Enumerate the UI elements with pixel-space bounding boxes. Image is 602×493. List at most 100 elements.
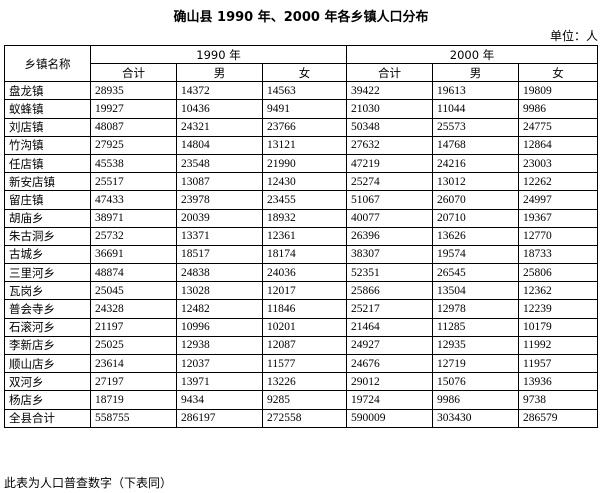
cell-total-1990: 27925 — [90, 135, 177, 155]
cell-male-1990: 18517 — [176, 244, 263, 265]
cell-total-2000: 40077 — [346, 208, 433, 228]
table-row: 李新店乡 25025 12938 12087 24927 12935 11992 — [4, 335, 598, 356]
town-name: 李新店乡 — [4, 335, 91, 356]
table-row: 任店镇 45538 23548 21990 47219 24216 23003 — [4, 153, 598, 174]
cell-total-1990: 23614 — [90, 353, 177, 374]
town-name: 竹沟镇 — [4, 135, 91, 155]
cell-male-1990: 9434 — [176, 390, 263, 410]
cell-male-2000: 20710 — [432, 208, 519, 228]
cell-total-2000: 25274 — [346, 172, 433, 192]
header-row-sub: 合计 男 女 合计 男 女 — [5, 62, 598, 83]
cell-female-1990: 12087 — [262, 335, 347, 356]
footnote: 此表为人口普查数字（下表同） — [4, 476, 173, 490]
cell-male-1990: 14372 — [176, 81, 263, 101]
unit-label: 单位：人 — [549, 29, 598, 43]
table-row: 全县合计 558755 286197 272558 590009 303430 286579 — [4, 408, 598, 428]
cell-male-2000: 9986 — [432, 390, 519, 410]
cell-male-1990: 12482 — [176, 299, 263, 319]
table-row: 瓦岗乡 25045 13028 12017 25866 13504 12362 — [4, 281, 598, 301]
cell-female-1990: 9285 — [262, 390, 347, 410]
cell-total-1990: 45538 — [90, 153, 177, 174]
cell-total-2000: 50348 — [346, 117, 433, 137]
cell-female-1990: 18932 — [262, 208, 347, 228]
town-name: 石滚河乡 — [4, 317, 91, 337]
cell-female-1990: 272558 — [262, 408, 347, 428]
table-row: 新安店镇 25517 13087 12430 25274 13012 12262 — [4, 172, 598, 192]
header-total-1990: 合计 — [90, 62, 177, 83]
cell-male-2000: 12935 — [432, 335, 519, 356]
cell-female-1990: 10201 — [262, 317, 347, 337]
cell-total-2000: 25217 — [346, 299, 433, 319]
cell-male-2000: 13504 — [432, 281, 519, 301]
table-title: 确山县 1990 年、2000 年各乡镇人口分布 — [173, 10, 429, 25]
cell-female-2000: 12262 — [518, 172, 598, 192]
cell-total-1990: 27197 — [90, 372, 177, 392]
header-female-1990: 女 — [262, 62, 347, 83]
table-row: 普会寺乡 24328 12482 11846 25217 12978 12239 — [4, 299, 598, 319]
cell-total-1990: 25732 — [90, 226, 177, 246]
cell-total-2000: 52351 — [346, 263, 433, 283]
cell-female-2000: 12362 — [518, 281, 598, 301]
cell-total-1990: 24328 — [90, 299, 177, 319]
cell-female-1990: 13121 — [262, 135, 347, 155]
cell-female-2000: 18733 — [518, 244, 598, 265]
cell-total-2000: 19724 — [346, 390, 433, 410]
cell-total-2000: 24927 — [346, 335, 433, 356]
cell-female-2000: 19809 — [518, 81, 598, 101]
header-row-years: 乡镇名称 1990 年 2000 年 — [4, 44, 598, 83]
cell-female-2000: 12770 — [518, 226, 598, 246]
town-name: 全县合计 — [4, 408, 91, 428]
cell-male-2000: 11285 — [432, 317, 519, 337]
cell-female-2000: 9986 — [518, 99, 598, 119]
table-row: 竹沟镇 27925 14804 13121 27632 14768 12864 — [4, 135, 598, 155]
cell-total-2000: 26396 — [346, 226, 433, 246]
table-row: 古城乡 36691 18517 18174 38307 19574 18733 — [4, 244, 598, 265]
table-row: 刘店镇 48087 24321 23766 50348 25573 24775 — [4, 117, 598, 137]
cell-female-1990: 21990 — [262, 153, 347, 174]
table-row: 盘龙镇 28935 14372 14563 39422 19613 19809 — [4, 81, 598, 101]
table-row: 留庄镇 47433 23978 23455 51067 26070 24997 — [4, 190, 598, 210]
table-row: 朱古洞乡 25732 13371 12361 26396 13626 12770 — [4, 226, 598, 246]
cell-total-1990: 25025 — [90, 335, 177, 356]
cell-total-1990: 48087 — [90, 117, 177, 137]
cell-female-1990: 11577 — [262, 353, 347, 374]
cell-female-2000: 286579 — [518, 408, 598, 428]
cell-female-1990: 14563 — [262, 81, 347, 101]
town-name: 瓦岗乡 — [4, 281, 91, 301]
header-total-2000: 合计 — [346, 62, 433, 83]
cell-male-2000: 26070 — [432, 190, 519, 210]
cell-male-2000: 303430 — [432, 408, 519, 428]
table-row: 杨店乡 18719 9434 9285 19724 9986 9738 — [4, 390, 598, 410]
town-name: 新安店镇 — [4, 172, 91, 192]
cell-male-1990: 23978 — [176, 190, 263, 210]
cell-total-1990: 25517 — [90, 172, 177, 192]
cell-female-1990: 11846 — [262, 299, 347, 319]
header-male-1990: 男 — [176, 62, 263, 83]
cell-male-1990: 10996 — [176, 317, 263, 337]
cell-total-2000: 25866 — [346, 281, 433, 301]
table-row: 双河乡 27197 13971 13226 29012 15076 13936 — [4, 372, 598, 392]
table-row: 三里河乡 48874 24838 24036 52351 26545 25806 — [4, 263, 598, 283]
cell-male-2000: 15076 — [432, 372, 519, 392]
cell-total-2000: 39422 — [346, 81, 433, 101]
cell-female-1990: 9491 — [262, 99, 347, 119]
cell-female-2000: 24997 — [518, 190, 598, 210]
cell-total-2000: 27632 — [346, 135, 433, 155]
cell-female-2000: 12239 — [518, 299, 598, 319]
cell-total-2000: 21030 — [346, 99, 433, 119]
header-2000: 2000 年 — [346, 45, 598, 64]
cell-total-2000: 21464 — [346, 317, 433, 337]
header-female-2000: 女 — [518, 62, 598, 83]
cell-female-2000: 23003 — [518, 153, 598, 174]
cell-male-1990: 14804 — [176, 135, 263, 155]
table-row: 蚁蜂镇 19927 10436 9491 21030 11044 9986 — [4, 99, 598, 119]
cell-total-1990: 18719 — [90, 390, 177, 410]
cell-female-1990: 23766 — [262, 117, 347, 137]
cell-total-2000: 38307 — [346, 244, 433, 265]
cell-male-1990: 24838 — [176, 263, 263, 283]
cell-total-2000: 590009 — [346, 408, 433, 428]
cell-total-2000: 29012 — [346, 372, 433, 392]
town-name: 三里河乡 — [4, 263, 91, 283]
cell-female-1990: 12017 — [262, 281, 347, 301]
population-table: 乡镇名称 1990 年 2000 年 合计 男 女 合计 男 女 盘龙镇 2893… — [4, 44, 598, 428]
